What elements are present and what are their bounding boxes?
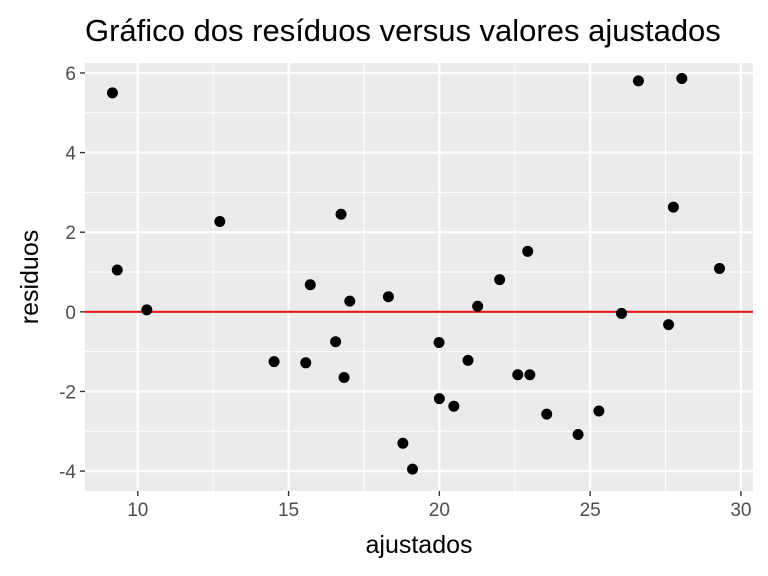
data-point [541,408,553,420]
x-tick-label: 30 [730,500,751,521]
axes: 10 15 20 25 30 -4 -2 0 2 4 6 [59,64,751,521]
data-point [300,357,312,369]
data-point [111,264,123,276]
data-point [572,428,584,440]
y-tick-label: -4 [59,462,76,483]
y-tick-label: 0 [65,303,76,324]
data-point [397,437,409,449]
y-tick-label: 6 [65,64,76,85]
data-point [433,336,445,348]
data-point [335,208,347,220]
data-point [667,201,679,213]
data-point [106,87,118,99]
x-tick-label: 15 [278,500,299,521]
data-point [472,300,484,312]
y-axis-title: residuos [16,230,44,325]
x-tick-label: 10 [127,500,148,521]
data-point [714,262,726,274]
data-points [106,73,726,475]
y-tick-label: 2 [65,223,76,244]
data-point [494,274,506,286]
data-point [214,215,226,227]
x-axis-title: ajustados [365,531,472,559]
data-point [512,369,524,381]
data-point [304,279,316,291]
data-point [448,400,460,412]
data-point [382,291,394,303]
data-point [632,75,644,87]
data-point [676,73,688,85]
data-point [330,336,342,348]
data-point [616,307,628,319]
data-point [433,393,445,405]
x-tick-label: 25 [580,500,601,521]
data-point [344,295,356,307]
chart-title: Gráfico dos resíduos versus valores ajus… [85,13,721,48]
y-tick-label: -2 [59,382,76,403]
data-point [522,245,534,257]
data-point [663,319,675,331]
data-point [462,354,474,366]
data-point [524,369,536,381]
data-point [407,463,419,475]
data-point [338,372,350,384]
y-tick-label: 4 [65,144,76,165]
data-point [141,304,153,316]
plot-panel [85,63,753,491]
data-point [268,356,280,368]
data-point [593,405,605,417]
x-tick-label: 20 [429,500,450,521]
